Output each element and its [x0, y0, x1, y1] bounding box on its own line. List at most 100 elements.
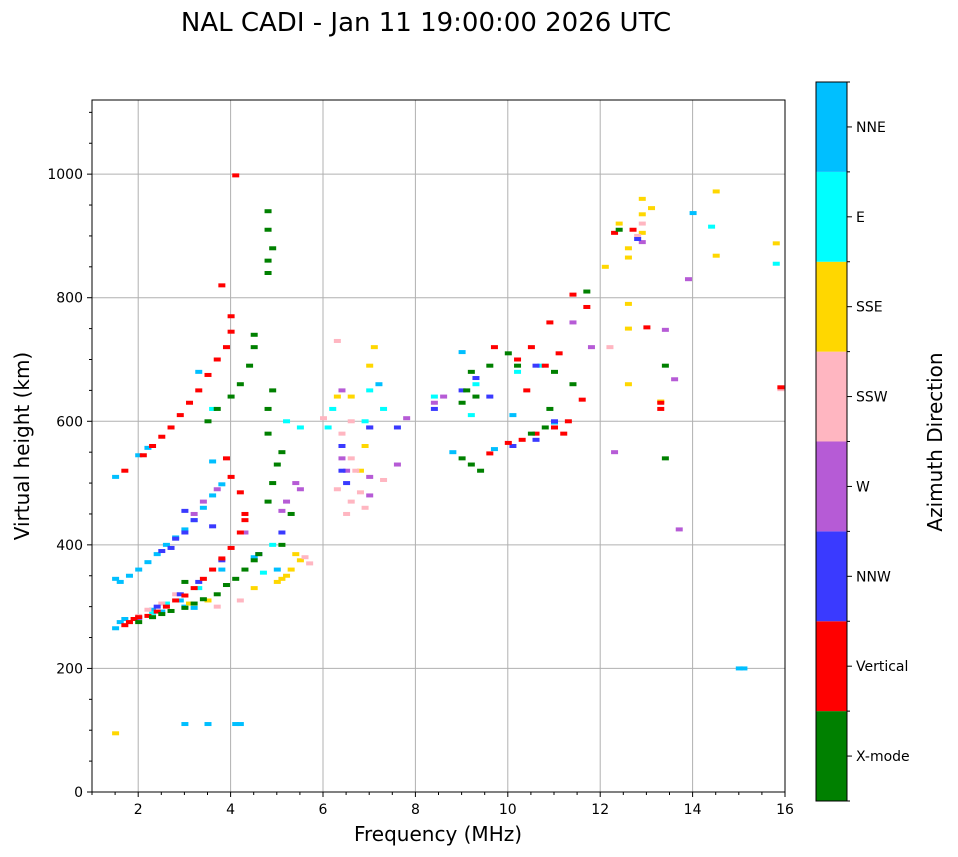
- data-point: [236, 382, 244, 387]
- data-point: [232, 576, 240, 581]
- data-point: [638, 230, 646, 235]
- colorbar-tick-label: W: [856, 479, 870, 495]
- data-point: [135, 615, 143, 620]
- data-point: [541, 425, 549, 430]
- colorbar-tick-label: NNW: [856, 569, 891, 585]
- y-tick-label: 800: [56, 291, 83, 307]
- x-tick-label: 2: [134, 802, 143, 818]
- data-point: [356, 468, 364, 473]
- data-point: [112, 626, 120, 631]
- data-point: [241, 518, 249, 523]
- y-tick-label: 600: [56, 414, 83, 430]
- colorbar-segment: [816, 171, 847, 262]
- data-point: [121, 623, 129, 628]
- data-point: [472, 382, 480, 387]
- data-point: [213, 592, 221, 597]
- data-point: [486, 363, 494, 368]
- data-point: [209, 567, 217, 572]
- data-point: [634, 237, 642, 242]
- data-point: [135, 453, 143, 458]
- data-point: [361, 505, 369, 510]
- x-axis-label: Frequency (MHz): [354, 822, 522, 846]
- x-tick-label: 16: [776, 802, 794, 818]
- colorbar-segment: [816, 711, 847, 801]
- data-point: [181, 605, 189, 610]
- data-point: [222, 345, 230, 350]
- data-point: [172, 536, 180, 541]
- data-point: [532, 431, 540, 436]
- data-point: [638, 240, 646, 245]
- data-point: [269, 388, 277, 393]
- data-point: [158, 434, 166, 439]
- data-point: [366, 425, 374, 430]
- data-point: [430, 406, 438, 411]
- data-point: [264, 499, 272, 504]
- data-point: [218, 567, 226, 572]
- data-point: [615, 221, 623, 226]
- data-point: [675, 527, 683, 532]
- series-sse: [112, 189, 780, 736]
- data-point: [162, 604, 170, 609]
- data-point: [172, 598, 180, 603]
- data-point: [250, 345, 258, 350]
- x-tick-label: 4: [226, 802, 235, 818]
- data-point: [361, 444, 369, 448]
- data-point: [740, 666, 748, 671]
- data-point: [149, 444, 157, 448]
- data-point: [153, 552, 161, 557]
- data-point: [504, 351, 512, 356]
- data-point: [209, 524, 217, 529]
- data-point: [306, 561, 314, 566]
- data-point: [458, 350, 466, 355]
- data-point: [121, 468, 129, 473]
- data-point: [190, 601, 198, 606]
- data-point: [135, 620, 143, 625]
- data-point: [158, 549, 166, 554]
- data-point: [158, 601, 166, 606]
- grid-lines: [92, 100, 785, 792]
- data-point: [606, 345, 614, 350]
- data-point: [227, 474, 235, 479]
- colorbar-segment: [816, 351, 847, 442]
- data-point: [671, 377, 679, 382]
- series-vertical: [121, 173, 785, 628]
- data-point: [195, 586, 203, 591]
- data-point: [162, 601, 170, 606]
- data-point: [153, 604, 161, 609]
- data-point: [246, 363, 254, 368]
- colorbar-tick-label: SSE: [856, 300, 883, 316]
- x-tick-label: 6: [319, 802, 328, 818]
- data-point: [121, 617, 129, 621]
- data-point: [366, 493, 374, 498]
- data-point: [209, 493, 217, 498]
- data-point: [569, 292, 577, 297]
- data-point: [167, 545, 175, 550]
- data-point: [638, 221, 646, 226]
- data-point: [186, 601, 194, 606]
- data-point: [278, 530, 286, 535]
- data-point: [611, 230, 619, 235]
- data-point: [564, 419, 572, 424]
- colorbar-segment: [816, 621, 847, 712]
- data-point: [380, 477, 388, 482]
- colorbar-tick-label: X-mode: [856, 749, 910, 765]
- data-point: [204, 372, 212, 377]
- data-point: [343, 511, 351, 516]
- series-nne: [112, 211, 748, 727]
- data-point: [486, 394, 494, 399]
- data-point: [218, 556, 226, 561]
- colorbar-frame: [815, 81, 848, 802]
- data-point: [250, 558, 258, 563]
- data-point: [250, 332, 258, 337]
- data-point: [661, 327, 669, 332]
- data-point: [324, 425, 332, 430]
- x-axis-ticks: 2 4 6 8 10 12 14 16: [91, 792, 794, 818]
- data-point: [283, 419, 291, 424]
- data-point: [264, 406, 272, 411]
- data-point: [259, 570, 267, 575]
- data-point: [463, 388, 471, 393]
- data-point: [296, 487, 304, 492]
- data-point: [509, 444, 517, 448]
- data-point: [287, 511, 295, 516]
